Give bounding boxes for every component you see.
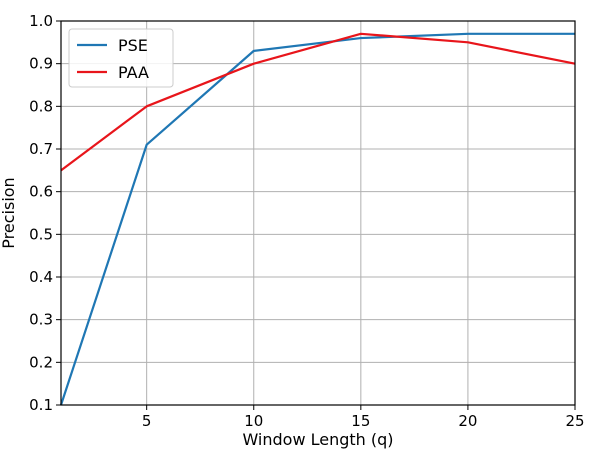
plot-frame bbox=[60, 20, 576, 406]
y-tick-label: 0.1 bbox=[29, 396, 53, 414]
legend-label-paa: PAA bbox=[118, 63, 149, 82]
plot-series bbox=[59, 32, 576, 406]
x-axis-label: Window Length (q) bbox=[242, 430, 393, 449]
y-tick-label: 0.2 bbox=[29, 353, 53, 371]
x-tick-label: 15 bbox=[351, 412, 370, 430]
x-tick-label: 5 bbox=[142, 412, 152, 430]
y-tick-label: 0.9 bbox=[29, 55, 53, 73]
x-tick-label: 10 bbox=[244, 412, 263, 430]
y-tick-label: 1.0 bbox=[29, 12, 53, 30]
y-tick-label: 0.3 bbox=[29, 311, 53, 329]
y-tick-label: 0.7 bbox=[29, 140, 53, 158]
y-tick-label: 0.6 bbox=[29, 183, 53, 201]
legend-label-pse: PSE bbox=[118, 36, 148, 55]
y-tick-label: 0.4 bbox=[29, 268, 53, 286]
y-tick-label: 0.8 bbox=[29, 97, 53, 115]
series-line-pse bbox=[59, 32, 575, 406]
x-tick-label: 20 bbox=[458, 412, 477, 430]
x-tick-label: 25 bbox=[565, 412, 584, 430]
legend: PSE PAA bbox=[68, 28, 174, 88]
y-axis-label: Precision bbox=[0, 177, 18, 248]
axis-ticks: 5 10 15 20 25 0.1 0.2 0.3 0.4 0.5 0.6 0.7 0.8 0.9 1.0 bbox=[29, 12, 584, 430]
series-line-paa bbox=[60, 32, 576, 172]
y-tick-label: 0.5 bbox=[29, 225, 53, 243]
